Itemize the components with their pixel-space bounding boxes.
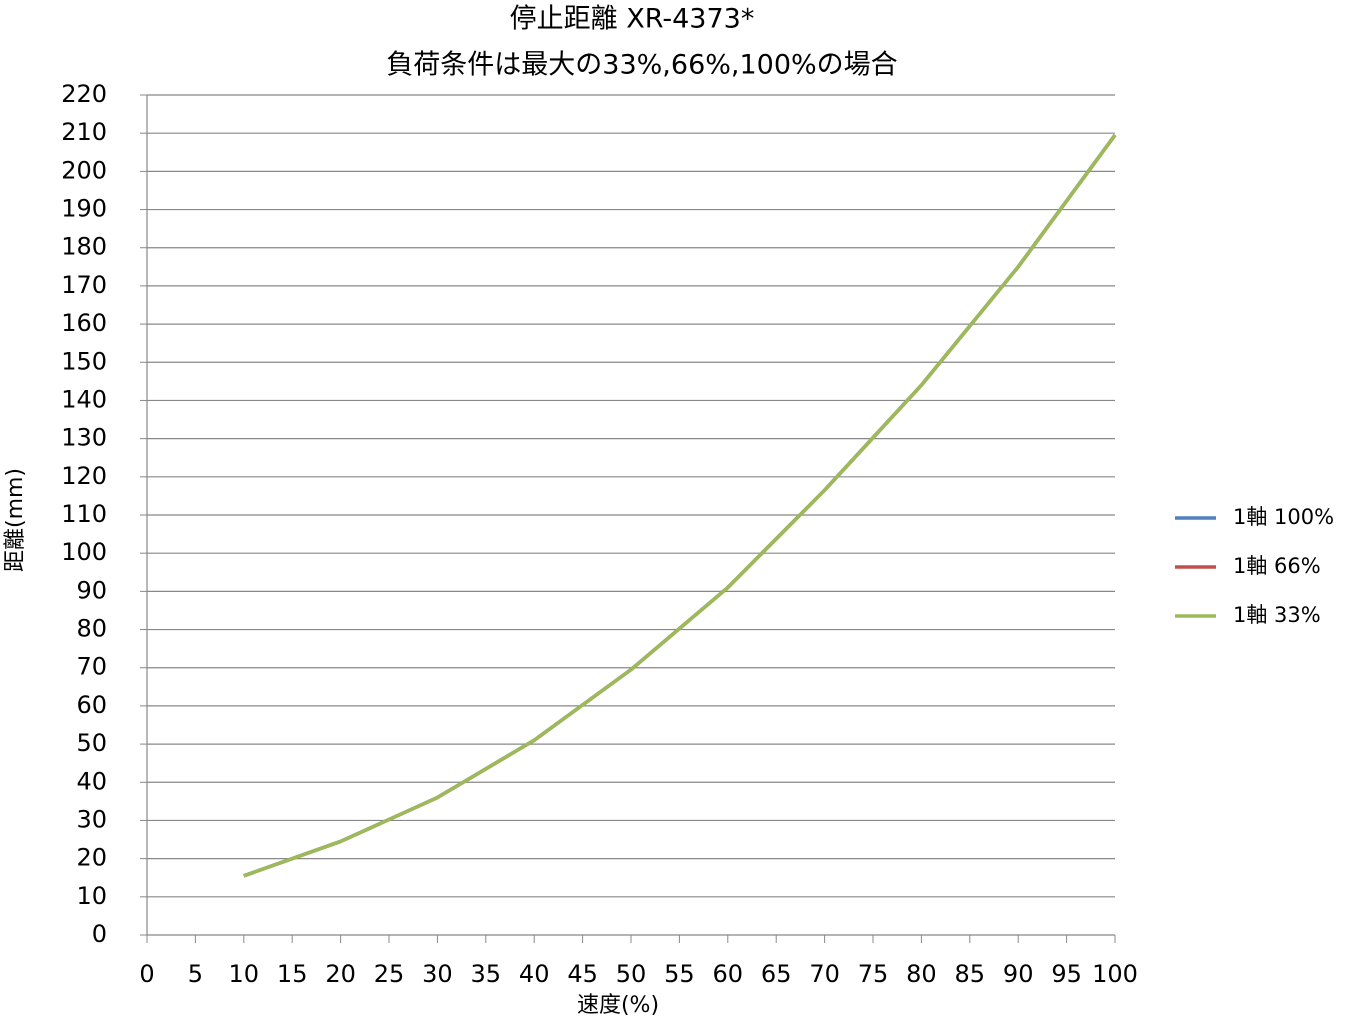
y-axis-label: 距離(mm) <box>3 468 28 572</box>
x-tick-label: 25 <box>374 960 405 988</box>
y-tick-label: 20 <box>76 844 107 872</box>
y-tick-label: 200 <box>61 156 107 184</box>
x-tick-label: 85 <box>955 960 986 988</box>
y-tick-label: 40 <box>76 767 107 795</box>
y-tick-label: 80 <box>76 615 107 643</box>
legend-label: 1軸 66% <box>1233 554 1321 578</box>
y-tick-label: 50 <box>76 729 107 757</box>
x-tick-label: 90 <box>1003 960 1034 988</box>
x-tick-label: 80 <box>906 960 937 988</box>
y-tick-label: 100 <box>61 538 107 566</box>
y-tick-label: 110 <box>61 500 107 528</box>
chart-title: 停止距離 XR-4373* <box>510 4 755 35</box>
x-tick-label: 5 <box>188 960 203 988</box>
x-tick-label: 100 <box>1092 960 1138 988</box>
y-tick-label: 160 <box>61 309 107 337</box>
y-tick-label: 190 <box>61 195 107 223</box>
legend-label: 1軸 33% <box>1233 603 1321 627</box>
series-line <box>243 134 1117 878</box>
x-tick-label: 35 <box>471 960 502 988</box>
y-tick-label: 10 <box>76 882 107 910</box>
x-tick-label: 50 <box>616 960 647 988</box>
x-tick-label: 75 <box>858 960 889 988</box>
x-tick-label: 0 <box>139 960 154 988</box>
x-axis-label: 速度(%) <box>577 993 659 1018</box>
chart-subtitle: 負荷条件は最大の33%,66%,100%の場合 <box>386 50 897 81</box>
y-tick-label: 180 <box>61 233 107 261</box>
y-tick-label: 90 <box>76 576 107 604</box>
x-tick-label: 55 <box>664 960 695 988</box>
y-tick-label: 0 <box>92 920 107 948</box>
y-tick-label: 130 <box>61 424 107 452</box>
y-tick-label: 30 <box>76 805 107 833</box>
x-tick-label: 60 <box>713 960 744 988</box>
x-tick-label: 95 <box>1051 960 1082 988</box>
y-tick-label: 210 <box>61 118 107 146</box>
legend-label: 1軸 100% <box>1233 505 1334 529</box>
y-tick-label: 170 <box>61 271 107 299</box>
x-tick-label: 65 <box>761 960 792 988</box>
y-tick-label: 60 <box>76 691 107 719</box>
y-tick-label: 140 <box>61 385 107 413</box>
x-tick-label: 30 <box>422 960 453 988</box>
y-tick-label: 70 <box>76 653 107 681</box>
x-tick-label: 15 <box>277 960 308 988</box>
x-tick-label: 40 <box>519 960 550 988</box>
y-tick-label: 120 <box>61 462 107 490</box>
x-tick-label: 70 <box>809 960 840 988</box>
y-tick-label: 150 <box>61 347 107 375</box>
y-tick-label: 220 <box>61 80 107 108</box>
x-tick-label: 10 <box>229 960 260 988</box>
x-tick-label: 45 <box>567 960 598 988</box>
x-tick-label: 20 <box>325 960 356 988</box>
